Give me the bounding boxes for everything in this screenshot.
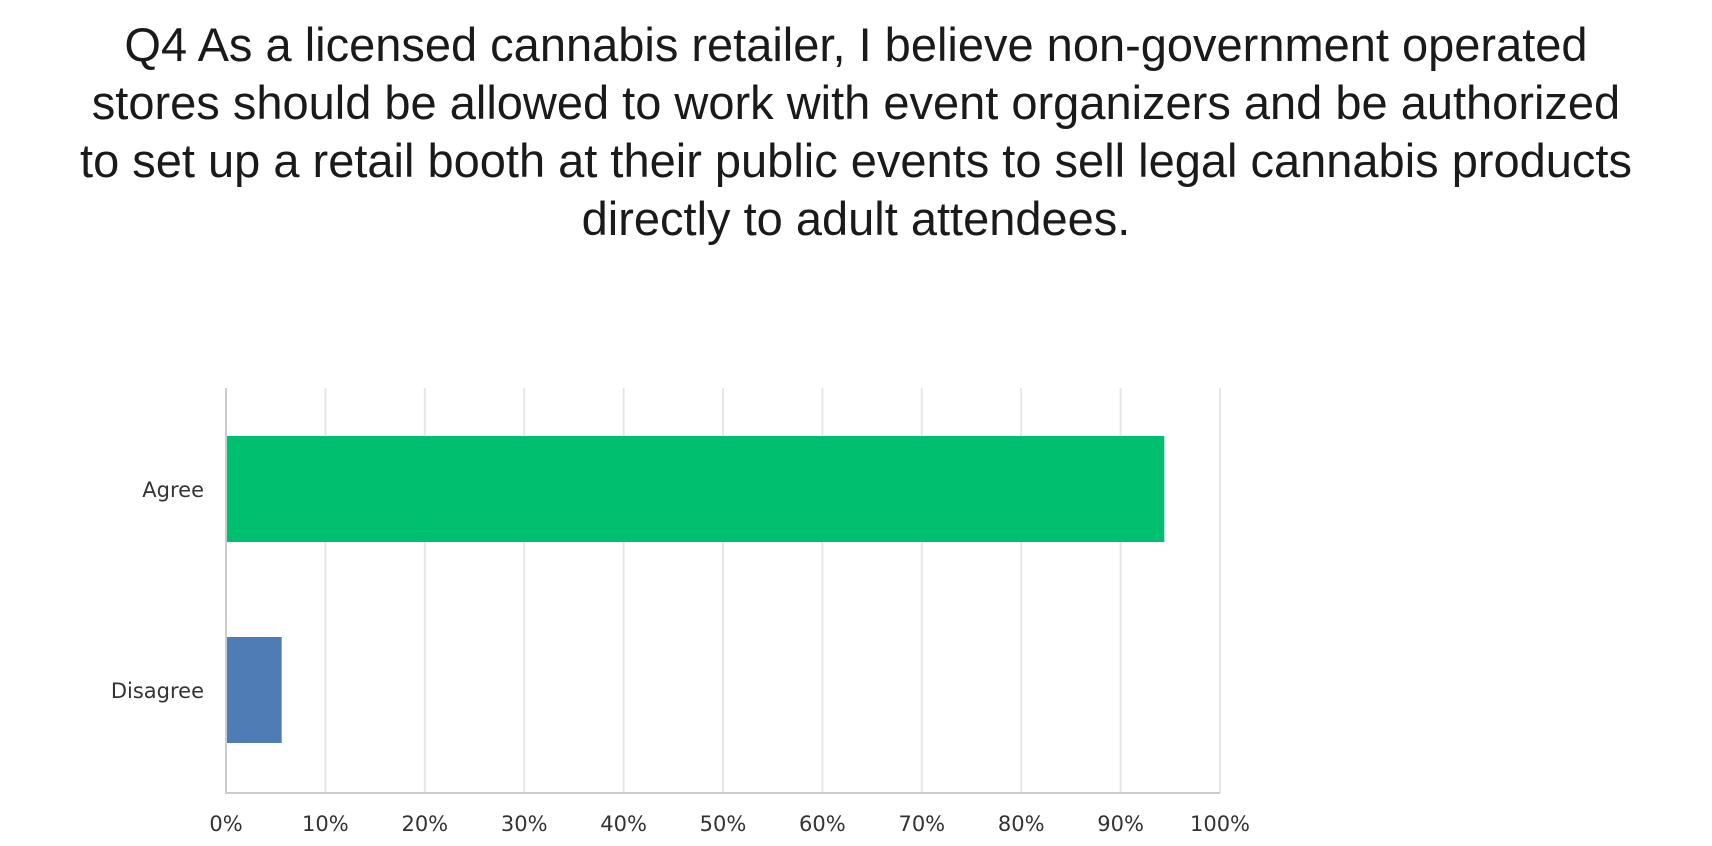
x-tick-label: 100%: [1190, 812, 1250, 836]
x-tick-label: 40%: [600, 812, 647, 836]
chart-title-line: Q4 As a licensed cannabis retailer, I be…: [124, 18, 1588, 71]
x-tick-label: 0%: [209, 812, 242, 836]
x-tick-label: 60%: [799, 812, 846, 836]
chart-title-line: stores should be allowed to work with ev…: [91, 76, 1621, 129]
chart-title: Q4 As a licensed cannabis retailer, I be…: [0, 16, 1712, 248]
bar-disagree: [226, 637, 282, 743]
axes: [225, 388, 1220, 794]
bar-agree: [226, 436, 1165, 542]
x-tick-label: 30%: [501, 812, 548, 836]
x-tick-label: 10%: [302, 812, 349, 836]
x-tick-label: 80%: [998, 812, 1045, 836]
y-category-label: Disagree: [111, 679, 204, 703]
y-category-label: Agree: [142, 478, 204, 502]
x-tick-label: 90%: [1097, 812, 1144, 836]
chart-title-line: to set up a retail booth at their public…: [80, 134, 1632, 187]
x-tick-label: 20%: [401, 812, 448, 836]
x-tick-label: 70%: [898, 812, 945, 836]
x-tick-label: 50%: [700, 812, 747, 836]
chart-title-line: directly to adult attendees.: [581, 192, 1131, 245]
labels: 0% 10% 20% 30% 40% 50% 60% 70% 80% 90% 100% Agree Di…: [111, 478, 1250, 836]
bars: [226, 436, 1165, 743]
